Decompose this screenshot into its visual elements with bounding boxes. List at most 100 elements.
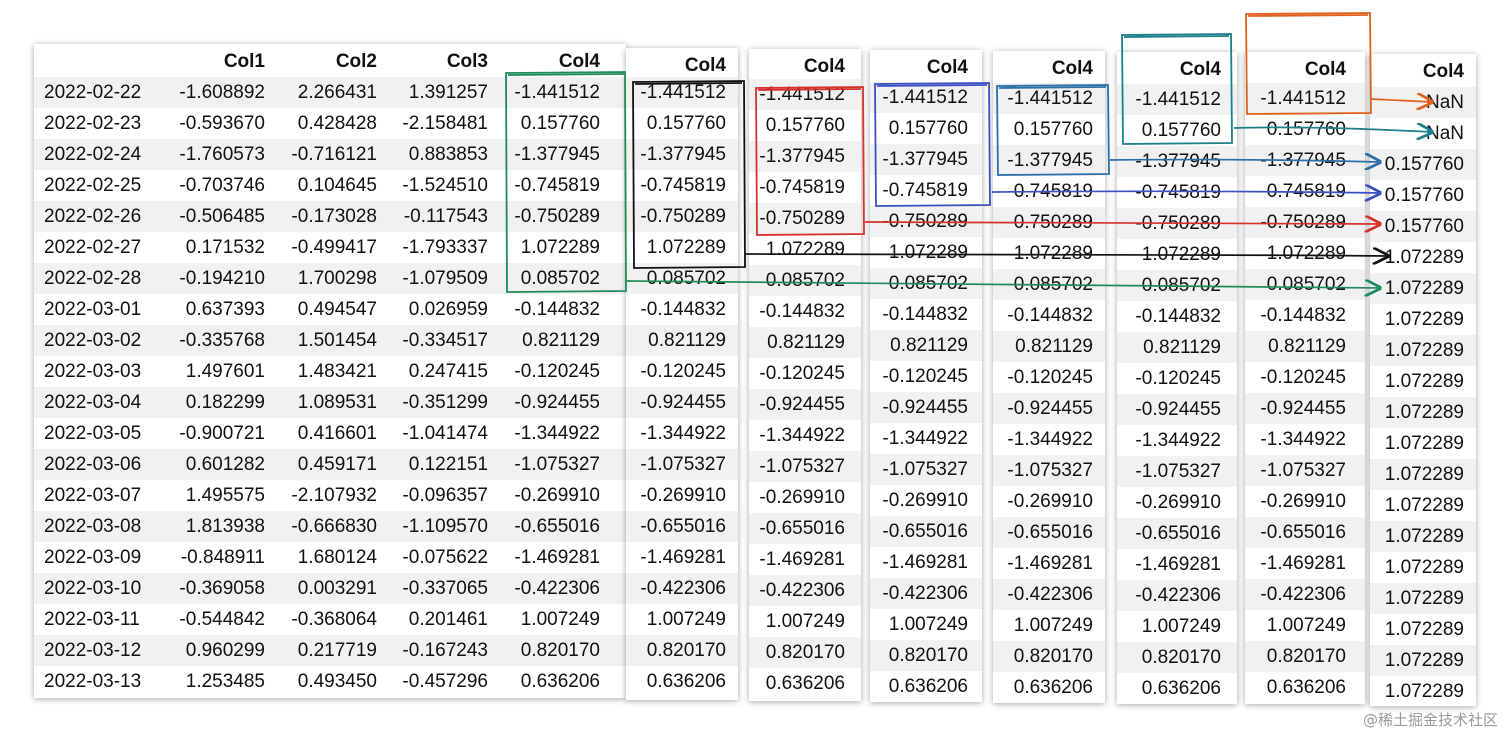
col4-row: 0.821129 <box>993 331 1105 362</box>
col4-value: -0.924455 <box>1260 398 1346 419</box>
header-col4: Col4 <box>558 51 600 72</box>
cell-col1: -0.506485 <box>179 206 265 227</box>
cell-col1: -0.544842 <box>179 609 265 630</box>
col4-row: 1.072289 <box>626 232 738 263</box>
col4-value: -0.269910 <box>759 487 845 508</box>
col4-value: -0.144832 <box>1260 305 1346 326</box>
cell-col1: 0.637393 <box>185 299 265 320</box>
col4-header: Col4 <box>926 57 968 78</box>
table-row: 2022-03-02 -0.335768 1.501454 -0.334517 0.82… <box>34 325 626 356</box>
col4-header: Col4 <box>684 55 726 76</box>
col4-row: 0.636206 <box>1117 673 1237 704</box>
cell-col3: 0.883853 <box>408 144 488 165</box>
col4-value: -1.075327 <box>1135 461 1221 482</box>
col4-row: -1.469281 <box>749 544 861 575</box>
col4-value: -1.344922 <box>882 428 968 449</box>
result-row: NaN <box>1370 118 1476 149</box>
col4-row: -0.924455 <box>870 392 982 423</box>
col4-value: 0.636206 <box>888 676 968 697</box>
result-value: 0.157760 <box>1384 154 1464 175</box>
col4-row: -1.469281 <box>870 547 982 578</box>
col4-value: -0.924455 <box>1135 399 1221 420</box>
col4-row: 1.072289 <box>993 238 1105 269</box>
cell-col3: -0.334517 <box>402 330 488 351</box>
panel-header: Col4 <box>993 53 1105 84</box>
cell-col3: -1.079509 <box>402 268 488 289</box>
col4-value: -0.269910 <box>1260 491 1346 512</box>
cell-col4: -1.075327 <box>514 454 600 475</box>
cell-col1: -0.335768 <box>179 330 265 351</box>
col4-row: -0.120245 <box>749 358 861 389</box>
col4-row: -0.144832 <box>1117 301 1237 332</box>
result-row: 1.072289 <box>1370 273 1476 304</box>
col4-row: -0.655016 <box>1245 517 1365 548</box>
col4-value: -1.377945 <box>1135 151 1221 172</box>
cell-col4: 1.007249 <box>520 609 600 630</box>
col4-row: 0.636206 <box>870 671 982 702</box>
col4-value: -0.750289 <box>640 206 726 227</box>
col4-value: -0.144832 <box>759 301 845 322</box>
col4-panel-6: Col4 -1.441512 0.157760 -1.377945 -0.745819… <box>1245 52 1365 704</box>
result-row: 1.072289 <box>1370 676 1476 706</box>
col4-value: -1.441512 <box>759 84 845 105</box>
col4-value: 0.820170 <box>1141 647 1221 668</box>
col4-row: 0.157760 <box>993 114 1105 145</box>
cell-col1: -0.593670 <box>179 113 265 134</box>
col4-row: 0.085702 <box>1245 269 1365 300</box>
col4-value: -1.075327 <box>1007 460 1093 481</box>
col4-value: -0.269910 <box>1135 492 1221 513</box>
col4-row: 1.072289 <box>870 237 982 268</box>
col4-panel-1: Col4 -1.441512 0.157760 -1.377945 -0.745819… <box>626 48 738 700</box>
col4-row: -0.655016 <box>626 511 738 542</box>
result-value: 1.072289 <box>1384 309 1464 330</box>
col4-value: 0.085702 <box>888 273 968 294</box>
cell-col3: -0.075622 <box>402 547 488 568</box>
col4-value: -0.745819 <box>759 177 845 198</box>
col4-value: -1.469281 <box>1007 553 1093 574</box>
col4-row: -0.655016 <box>1117 518 1237 549</box>
table-row: 2022-02-25 -0.703746 0.104645 -1.524510 -0.7… <box>34 170 626 201</box>
table-row: 2022-02-26 -0.506485 -0.173028 -0.117543 -0.… <box>34 201 626 232</box>
cell-col2: 0.493450 <box>297 671 377 692</box>
col4-row: 1.007249 <box>870 609 982 640</box>
col4-value: -0.144832 <box>1135 306 1221 327</box>
col4-row: 0.157760 <box>1117 115 1237 146</box>
table-row: 2022-03-13 1.253485 0.493450 -0.457296 0.636… <box>34 666 626 697</box>
result-value: 1.072289 <box>1384 650 1464 671</box>
col4-row: -0.750289 <box>626 201 738 232</box>
table-row: 2022-03-05 -0.900721 0.416601 -1.041474 -1.3… <box>34 418 626 449</box>
cell-col3: 1.391257 <box>408 82 488 103</box>
col4-row: -0.120245 <box>1117 363 1237 394</box>
col4-value: 1.007249 <box>1266 615 1346 636</box>
col4-value: -0.750289 <box>759 208 845 229</box>
result-row: 1.072289 <box>1370 428 1476 459</box>
result-row: NaN <box>1370 87 1476 118</box>
row-index-date: 2022-02-23 <box>44 113 142 134</box>
col4-value: 0.821129 <box>890 335 968 356</box>
col4-value: 0.085702 <box>1141 275 1221 296</box>
col4-value: -0.422306 <box>640 578 726 599</box>
result-row: 1.072289 <box>1370 490 1476 521</box>
col4-value: -0.745819 <box>640 175 726 196</box>
col4-row: -0.144832 <box>870 299 982 330</box>
col4-value: -1.441512 <box>1260 88 1346 109</box>
col4-row: 0.821129 <box>1245 331 1365 362</box>
cell-col3: -1.109570 <box>402 516 488 537</box>
col4-value: -0.422306 <box>1007 584 1093 605</box>
col4-row: -0.750289 <box>993 207 1105 238</box>
col4-row: -0.745819 <box>1245 176 1365 207</box>
cell-col2: 0.416601 <box>297 423 377 444</box>
cell-col4: -0.750289 <box>514 206 600 227</box>
panel-header: Col4 <box>1117 54 1237 85</box>
col4-row: 0.085702 <box>1117 270 1237 301</box>
result-value: 0.157760 <box>1384 216 1464 237</box>
result-value: 1.072289 <box>1384 340 1464 361</box>
cell-col4: -1.344922 <box>514 423 600 444</box>
col4-row: -0.269910 <box>626 480 738 511</box>
result-value: 1.072289 <box>1384 681 1464 702</box>
cell-col1: -0.703746 <box>179 175 265 196</box>
result-column-panel: Col4 NaN NaN 0.157760 0.157760 0.157760 1.072… <box>1370 54 1476 706</box>
result-value: 1.072289 <box>1384 464 1464 485</box>
cell-col2: -0.666830 <box>291 516 377 537</box>
col4-row: 0.820170 <box>1245 641 1365 672</box>
